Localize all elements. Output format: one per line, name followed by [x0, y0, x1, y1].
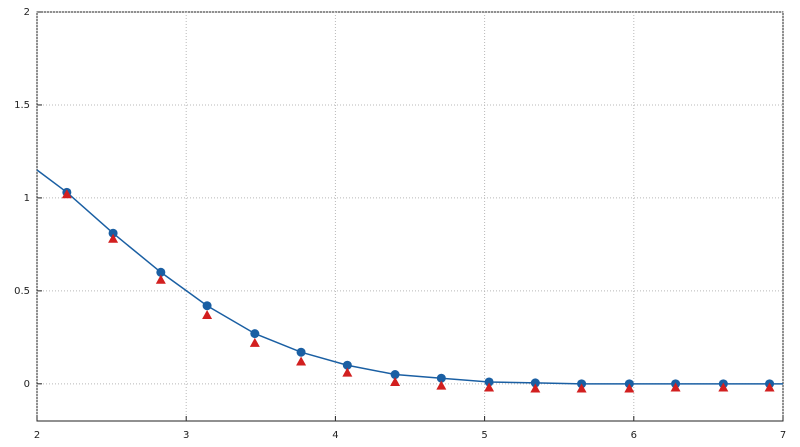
point — [390, 370, 400, 380]
point — [484, 382, 495, 392]
point — [624, 383, 635, 393]
point — [296, 347, 306, 357]
point — [296, 356, 307, 366]
y-tick-label: 0.5 — [14, 286, 30, 297]
plot-frame — [36, 11, 784, 422]
point — [155, 274, 166, 284]
x-tick-label: 4 — [332, 430, 338, 441]
y-tick-label: 2 — [24, 7, 30, 18]
point — [249, 337, 260, 347]
point — [202, 310, 213, 320]
y-tick-label: 1 — [24, 193, 30, 204]
point — [718, 382, 729, 392]
x-tick-label: 7 — [780, 430, 786, 441]
point — [108, 228, 118, 238]
point — [530, 383, 541, 393]
point — [436, 380, 447, 390]
point — [576, 383, 587, 393]
y-tick-label: 1.5 — [14, 100, 30, 111]
point — [108, 233, 119, 243]
point — [390, 376, 401, 386]
point — [484, 377, 494, 387]
point — [670, 382, 681, 392]
point — [61, 189, 72, 199]
point — [202, 301, 212, 311]
point — [342, 360, 352, 370]
y-tick-label: 0 — [24, 379, 30, 390]
point — [530, 378, 540, 388]
point — [764, 382, 775, 392]
point — [436, 373, 446, 383]
x-tick-label: 3 — [183, 430, 189, 441]
point — [342, 367, 353, 377]
point — [250, 329, 260, 339]
line — [36, 169, 783, 385]
x-tick-label: 6 — [631, 430, 637, 441]
x-tick-label: 5 — [481, 430, 487, 441]
point — [156, 267, 166, 277]
x-tick-label: 2 — [34, 430, 40, 441]
